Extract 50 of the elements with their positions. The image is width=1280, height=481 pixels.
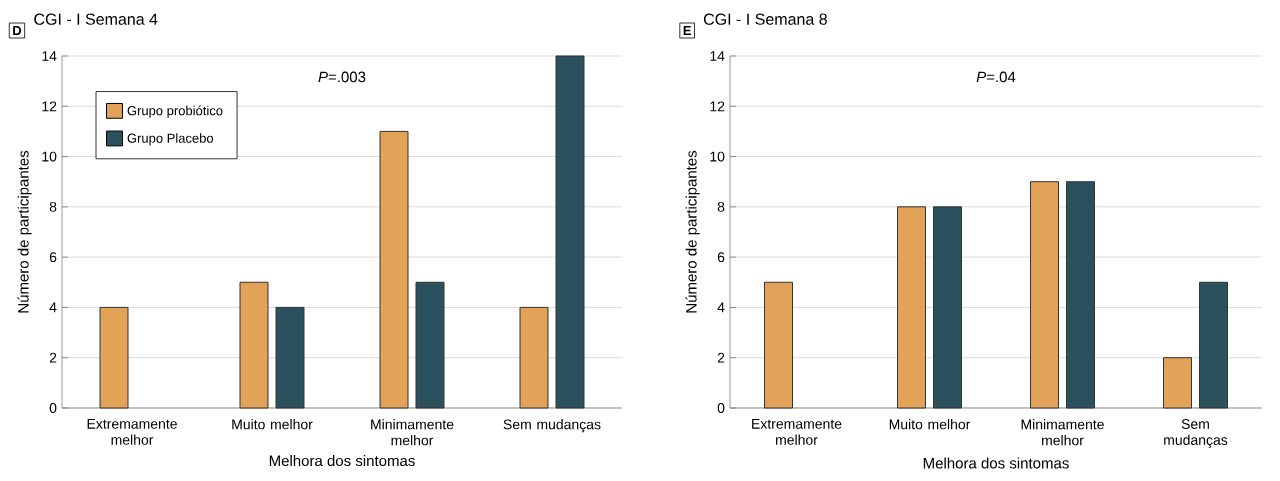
y-axis-title: Número de participantes xyxy=(17,150,32,313)
x-tick-label: Muito melhor xyxy=(889,419,971,430)
bar xyxy=(275,306,305,409)
y-tick-label: 0 xyxy=(49,403,57,413)
y-tick-label: 6 xyxy=(49,252,57,263)
bar xyxy=(519,306,549,409)
y-tick-label: 12 xyxy=(710,101,725,112)
bar xyxy=(1066,181,1095,409)
x-axis-title: Melhora dos sintomas xyxy=(269,455,415,467)
y-tick-label: 12 xyxy=(42,101,57,112)
legend-label: Grupo probiótico xyxy=(127,105,223,118)
y-tick-label: 8 xyxy=(717,201,725,212)
bar xyxy=(379,130,409,409)
bar xyxy=(897,206,926,409)
x-tick-label: Extremamente melhor xyxy=(87,419,177,445)
legend-label: Grupo Placebo xyxy=(127,133,214,146)
bar xyxy=(415,281,445,409)
chart-title: CGI - I Semana 8 xyxy=(703,13,827,25)
x-tick-label: Sem mudanças xyxy=(503,419,601,433)
bar xyxy=(1163,357,1192,409)
x-tick-label: Extremamente melhor xyxy=(752,419,842,445)
bar xyxy=(99,306,129,409)
bar xyxy=(764,281,793,409)
y-tick-label: 6 xyxy=(717,252,725,263)
x-tick-label: Minimamente melhor xyxy=(371,419,454,446)
y-tick-label: 10 xyxy=(710,151,725,162)
x-tick-label: Minimamente melhor xyxy=(1021,419,1104,446)
annotation: P=.003 xyxy=(318,71,366,83)
x-tick-label: Muito melhor xyxy=(232,419,313,430)
y-axis-title: Número de participantes xyxy=(685,150,700,313)
bar xyxy=(933,206,962,409)
y-tick-label: 14 xyxy=(42,51,57,61)
bar xyxy=(1198,281,1228,409)
y-tick-label: 4 xyxy=(49,302,57,313)
y-tick-label: 8 xyxy=(49,201,57,212)
annotation: P=.04 xyxy=(976,71,1016,83)
x-tick-label: Sem mudanças xyxy=(1164,419,1228,448)
y-tick-label: 2 xyxy=(717,352,725,363)
y-tick-label: 2 xyxy=(49,352,57,363)
text: D xyxy=(13,26,22,35)
x-axis-title: Melhora dos sintomas xyxy=(923,457,1069,469)
y-tick-label: 10 xyxy=(42,151,57,162)
bar xyxy=(555,55,585,409)
bar xyxy=(1029,181,1059,409)
y-tick-label: 14 xyxy=(710,51,725,61)
chart-title: CGI - I Semana 4 xyxy=(34,13,158,25)
text: E xyxy=(683,26,691,35)
y-tick-label: 4 xyxy=(717,302,725,313)
bar xyxy=(239,281,269,409)
y-tick-label: 0 xyxy=(717,403,725,413)
